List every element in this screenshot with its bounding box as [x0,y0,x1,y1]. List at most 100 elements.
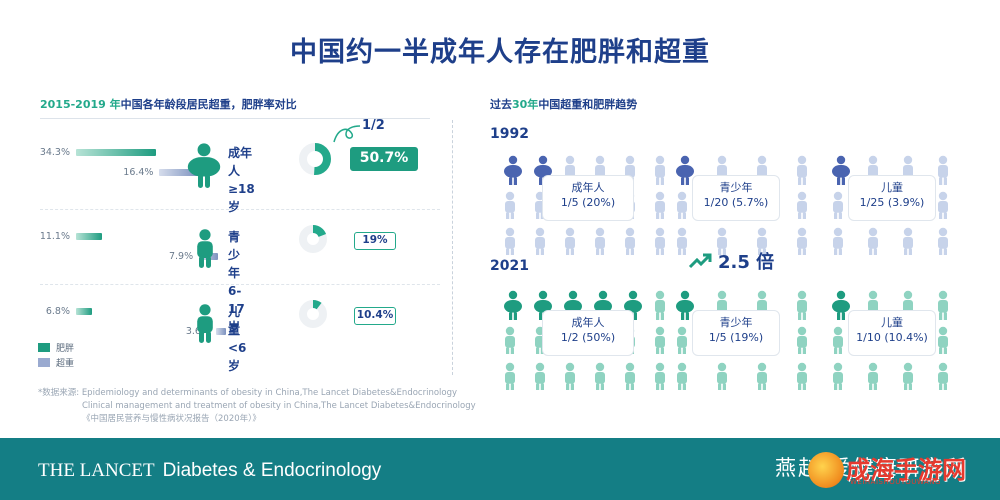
half-label: 1/2 [362,118,385,133]
share-badge: 50.7% [350,147,418,171]
site-watermark: 成海手游网 WEIHAISHOUYOUWANG [800,450,990,490]
share-donut [298,299,328,333]
person-icon [590,227,610,260]
trend-panel: 成年人 1/5 (20%) [500,155,680,260]
left-subtitle-years: 2015-2019 年 [40,98,121,111]
person-icon [650,191,670,224]
trend-label-box: 青少年 1/20 (5.7%) [692,175,780,221]
trend-value: 1/5 (20%) [560,196,616,209]
obese-bar [76,148,156,156]
weibo-watermark: 燕赵 爱健康研究所 [775,456,968,480]
growth-label: 2.5 倍 [718,252,775,273]
overweight-value: 16.4% [123,166,154,178]
person-icon [712,227,732,260]
year-1992: 1992 [490,126,529,142]
person-icon [828,227,848,260]
legend-overweight: 超重 [38,356,74,369]
group-label: 青少年 6-17岁 [228,228,245,336]
group-name: 青少年 [228,230,241,280]
person-icon [712,362,732,395]
person-icon [500,191,520,224]
obese-value: 6.8% [45,305,70,317]
obese-value: 34.3% [39,146,70,158]
overweight-value: 7.9% [168,250,194,262]
person-icon [863,362,883,395]
person-icon [672,191,692,224]
person-icon [828,155,854,189]
person-icon [620,362,640,395]
overweight-value: 3.6% [185,325,210,337]
trend-panel: 儿童 1/25 (3.9%) [828,155,968,260]
person-icon [672,227,692,260]
trend-panel: 青少年 1/5 (19%) [672,290,832,395]
person-icon [863,227,883,260]
trend-group: 儿童 [881,181,903,194]
person-icon [933,155,953,189]
person-icon [898,227,918,260]
share-donut [298,142,332,180]
trend-label-box: 儿童 1/10 (10.4%) [848,310,936,356]
person-icon [560,362,580,395]
right-subtitle-text: 中国超重和肥胖趋势 [538,98,638,111]
person-icon [500,326,520,359]
lancet-brand: THE LANCET Diabetes & Endocrinology [38,460,381,482]
obese-bar [76,232,102,240]
trend-value: 1/2 (50%) [560,331,616,344]
left-header-rule [40,118,430,119]
right-subtitle-pre: 过去 [490,98,512,111]
trend-panel: 儿童 1/10 (10.4%) [828,290,968,395]
legend-overweight-label: 超重 [56,359,75,369]
share-donut [298,224,328,258]
legend-obese: 肥胖 [38,341,74,354]
trend-panel: 成年人 1/2 (50%) [500,290,680,395]
person-icon [792,191,812,224]
obese-value: 11.1% [39,230,70,242]
site-watermark-subtitle: WEIHAISHOUYOUWANG [850,478,941,486]
left-subtitle-text: 中国各年龄段居民超重，肥胖率对比 [120,98,297,111]
group-age: <6岁 [228,341,247,373]
page-title: 中国约一半成年人存在肥胖和超重 [290,37,710,68]
overweight-bar [216,327,226,335]
person-icon [933,326,953,359]
trend-value: 1/25 (3.9%) [859,196,925,209]
group-age: 6-17岁 [228,284,245,334]
obese-bar-row: 34.3% [28,146,156,158]
overweight-bar-row: 3.6% [98,325,226,337]
share-badge: 19% [354,232,396,250]
person-icon [828,326,848,359]
left-subtitle: 2015-2019 年中国各年龄段居民超重，肥胖率对比 [40,96,297,112]
share-badge: 10.4% [354,307,396,325]
person-icon [933,227,953,260]
person-icon [752,362,772,395]
obese-bar-row: 11.1% [28,230,102,242]
overweight-bar [159,168,198,176]
person-icon [620,227,640,260]
person-icon [530,227,550,260]
site-logo-icon [808,452,844,488]
group-label: 成年人 ≥18岁 [228,144,255,216]
person-icon [672,155,698,189]
trend-group: 成年人 [571,316,605,329]
legend-overweight-swatch [38,358,50,367]
row-divider [40,284,440,285]
person-icon [650,326,670,359]
right-subtitle-years: 30年 [512,98,539,111]
person-icon [500,362,520,395]
group-age: ≥18岁 [228,182,255,214]
person-icon [792,362,812,395]
person-icon [186,142,222,192]
right-subtitle: 过去30年中国超重和肥胖趋势 [490,96,637,112]
person-icon [898,362,918,395]
person-icon [752,227,772,260]
person-icon [933,362,953,395]
source-line-2: Clinical management and treatment of obe… [82,401,476,411]
trend-up-icon [688,253,712,269]
footer-banner: THE LANCET Diabetes & Endocrinology 燕赵 爱健… [0,438,1000,500]
person-icon [792,290,812,324]
person-icon [500,227,520,260]
site-watermark-title: 成海手游网 [846,456,966,484]
trend-panel: 青少年 1/20 (5.7%) [672,155,832,260]
source-note: *数据来源: Epidemiology and determinants of … [38,387,476,426]
person-icon [828,290,854,324]
person-icon [933,290,953,324]
